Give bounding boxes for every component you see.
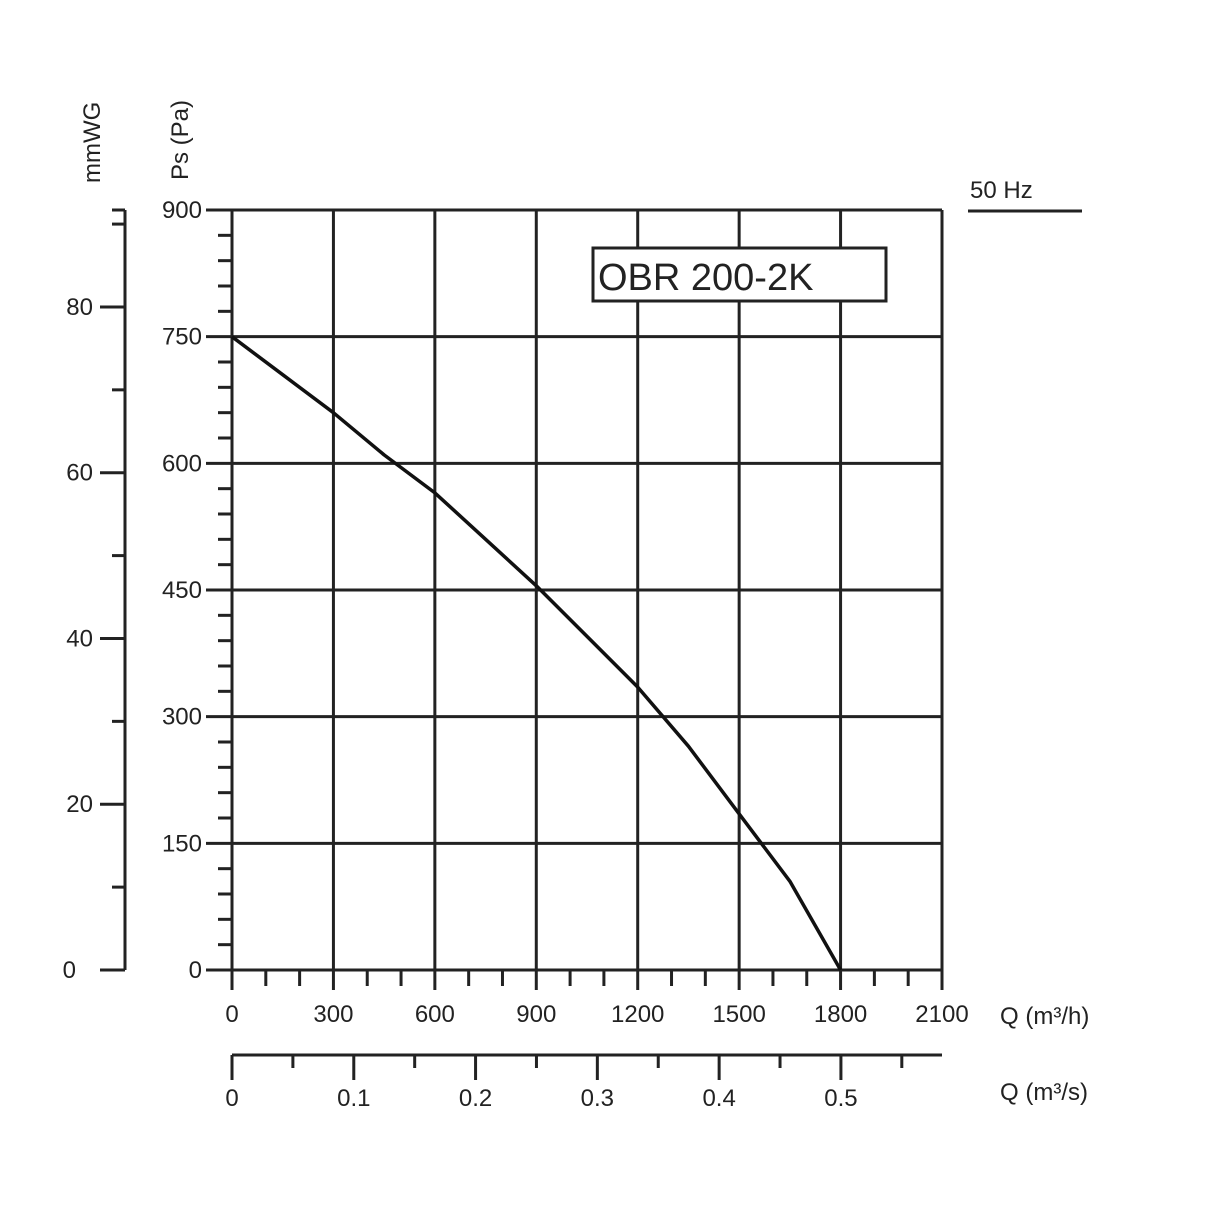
y-tick-label: 750	[162, 324, 202, 351]
y-tick-label: 900	[162, 197, 202, 224]
x-tick-label: 0	[225, 1001, 238, 1028]
x-axis-title: Q (m³/h)	[1000, 1003, 1089, 1030]
x2-tick-label: 0.5	[824, 1085, 857, 1112]
y2-axis-title: mmWG	[79, 102, 106, 183]
y2-tick-label: 80	[66, 294, 93, 321]
x-tick-label: 2100	[915, 1001, 968, 1028]
ticks	[100, 208, 944, 1080]
model-label-box	[591, 246, 888, 303]
x-tick-label: 900	[516, 1001, 556, 1028]
x2-tick-label: 0	[225, 1085, 238, 1112]
grid	[230, 208, 944, 972]
x2-tick-label: 0.3	[581, 1085, 614, 1112]
x2-tick-label: 0.1	[337, 1085, 370, 1112]
x2-axis-title: Q (m³/s)	[1000, 1079, 1088, 1106]
y2-tick-label: 0	[63, 957, 76, 984]
y2-tick-label: 60	[66, 460, 93, 487]
y2-tick-label: 20	[66, 791, 93, 818]
y-tick-label: 600	[162, 450, 202, 477]
x2-tick-label: 0.4	[702, 1085, 735, 1112]
axes	[123, 210, 942, 1057]
y-tick-label: 150	[162, 830, 202, 857]
x-tick-label: 1800	[814, 1001, 867, 1028]
y-tick-label: 300	[162, 704, 202, 731]
y-tick-label: 0	[189, 957, 202, 984]
y2-tick-label: 40	[66, 625, 93, 652]
series-line	[230, 335, 843, 971]
x2-tick-label: 0.2	[459, 1085, 492, 1112]
x-tick-label: 300	[313, 1001, 353, 1028]
series	[230, 335, 843, 971]
x-tick-label: 1200	[611, 1001, 664, 1028]
frequency-label: 50 Hz	[970, 177, 1033, 204]
x-tick-label: 1500	[712, 1001, 765, 1028]
model-label: OBR 200-2K	[598, 257, 813, 299]
x-tick-label: 600	[415, 1001, 455, 1028]
y-tick-label: 450	[162, 577, 202, 604]
y-axis-title: Ps (Pa)	[167, 100, 194, 180]
